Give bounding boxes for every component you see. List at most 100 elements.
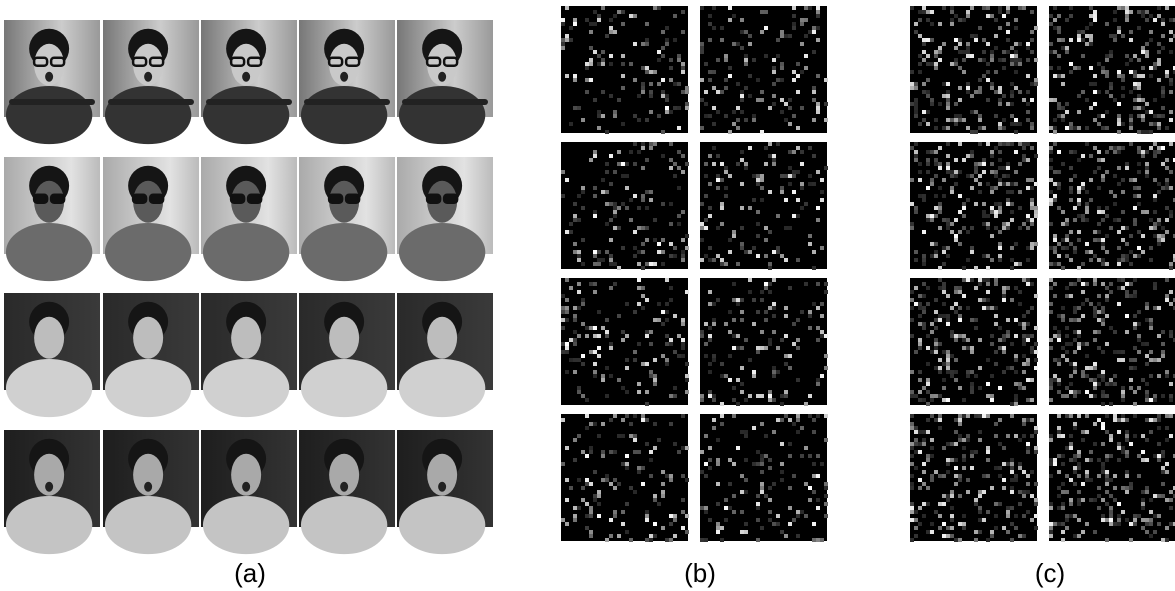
noise-pixel [978,366,982,370]
noise-pixel [1077,34,1081,38]
noise-pixel [625,530,629,534]
noise-pixel [1034,82,1038,86]
noise-pixel [1133,434,1137,438]
noise-pixel [1089,258,1093,262]
noise-pixel [1101,350,1105,354]
noise-pixel [1129,294,1133,298]
noise-pixel [1049,338,1053,342]
noise-pixel [982,38,986,42]
noise-pixel [982,210,986,214]
noise-pixel [1014,394,1018,398]
noise-pixel [990,234,994,238]
noise-pixel [970,390,974,394]
noise-pixel [760,422,764,426]
noise-pixel [954,182,958,186]
noise-pixel [593,362,597,366]
noise-pixel [934,342,938,346]
noise-pixel [704,510,708,514]
noise-pixel [1157,182,1161,186]
noise-pixel [1057,206,1061,210]
noise-pixel [974,90,978,94]
noise-pixel [784,534,788,538]
noise-pixel [922,6,926,10]
noise-pixel [1137,58,1141,62]
noise-pixel [1026,58,1030,62]
noise-pixel [597,110,601,114]
noise-pixel [1161,18,1165,22]
noise-pixel [962,514,966,518]
noise-pixel [1065,254,1069,258]
noise-pixel [1101,374,1105,378]
noise-pixel [986,70,990,74]
noise-pixel [736,118,740,122]
noise-pixel [986,474,990,478]
noise-pixel [1105,314,1109,318]
noise-pixel [597,114,601,118]
noise-pixel [1018,462,1022,466]
noise-pixel [804,18,808,22]
noise-pixel [1073,422,1077,426]
noise-pixel [744,86,748,90]
body [6,86,92,144]
noise-pixel [1065,490,1069,494]
noise-pixel [601,454,605,458]
noise-pixel [1089,458,1093,462]
noise-pixel [1026,418,1030,422]
noise-pixel [716,502,720,506]
noise-pixel [918,294,922,298]
noise-pixel [736,402,740,406]
noise-pixel [768,230,772,234]
noise-pixel [1053,238,1057,242]
noise-pixel [1073,394,1077,398]
noise-pixel [910,226,914,230]
noise-pixel [910,454,914,458]
noise-pixel [601,178,605,182]
noise-pixel [1089,14,1093,18]
noise-pixel [728,250,732,254]
noise-pixel [1157,454,1161,458]
noise-pixel [1097,90,1101,94]
noise-pixel [565,342,569,346]
noise-pixel [565,306,569,310]
noise-pixel [1089,38,1093,42]
noise-pixel [922,470,926,474]
mouth [340,482,348,492]
noise-pixel [736,42,740,46]
noise-pixel [704,506,708,510]
noise-pixel [1117,514,1121,518]
noise-pixel [1065,526,1069,530]
noise-pixel [1117,302,1121,306]
noise-pixel [681,526,685,530]
noise-pixel [1101,322,1105,326]
noise-pixel [700,238,704,242]
noise-pixel [673,442,677,446]
noise-pixel [621,338,625,342]
noise-pixel [1125,486,1129,490]
noise-pixel [1026,474,1030,478]
noise-pixel [1161,470,1165,474]
body [399,86,485,144]
noise-pixel [641,286,645,290]
noise-pixel [708,22,712,26]
noise-pixel [732,494,736,498]
noise-pixel [816,306,820,310]
noise-pixel [1097,302,1101,306]
noise-pixel [764,226,768,230]
noise-pixel [665,362,669,366]
noise-pixel [740,246,744,250]
noise-pixel [1141,518,1145,522]
noise-pixel [1014,318,1018,322]
noise-pixel [1022,146,1026,150]
noise-pixel [621,162,625,166]
noise-pixel [1113,486,1117,490]
body [399,496,485,554]
noise-pixel [661,310,665,314]
noise-pixel [780,418,784,422]
noise-pixel [926,458,930,462]
noise-pixel [1133,186,1137,190]
noise-pixel [1030,10,1034,14]
noise-pixel [962,206,966,210]
noise-pixel [641,294,645,298]
noise-pixel [986,290,990,294]
noise-pixel [716,178,720,182]
